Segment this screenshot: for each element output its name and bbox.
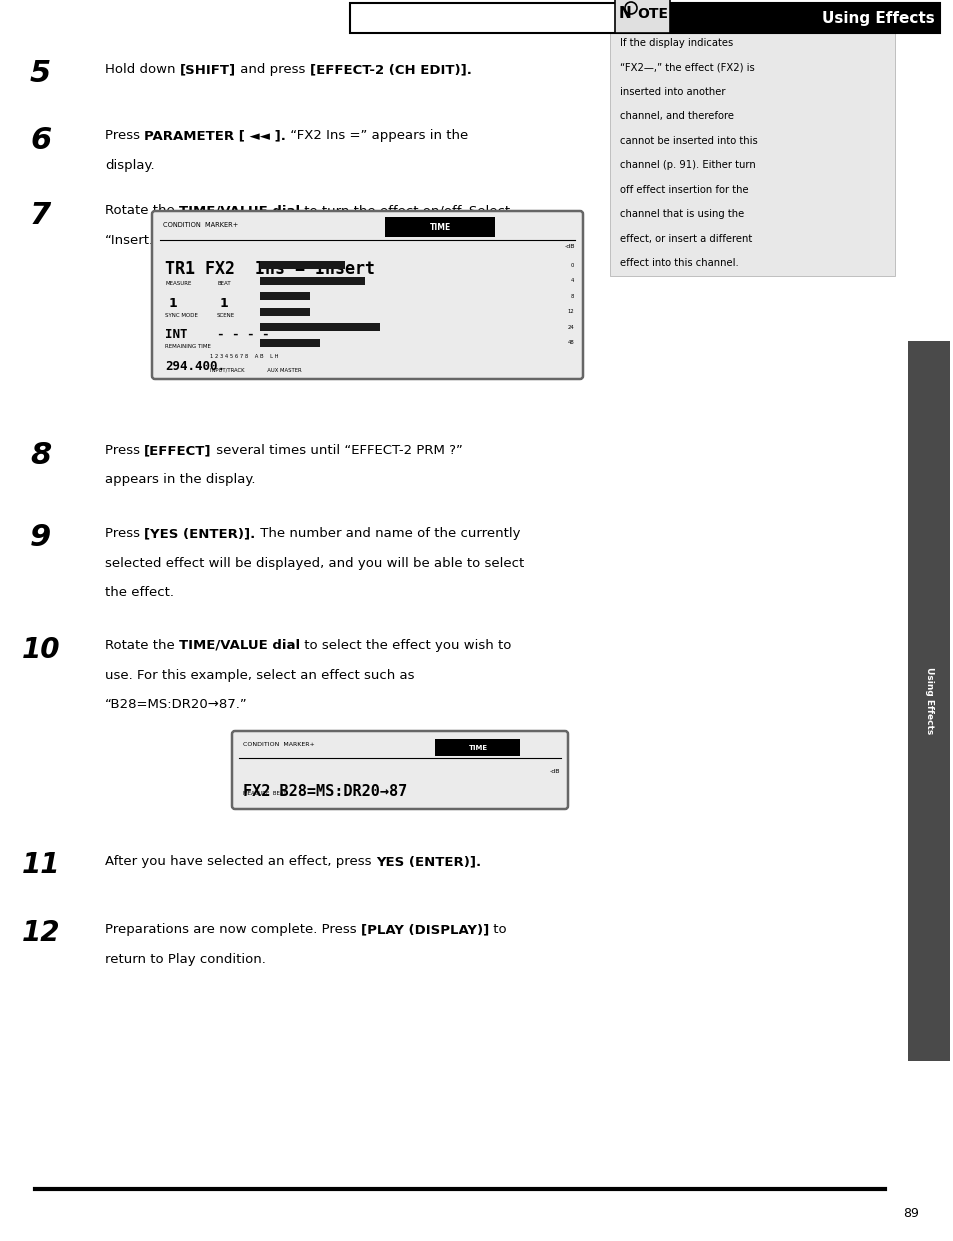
Text: Press: Press	[105, 527, 144, 540]
Text: display.: display.	[105, 159, 154, 171]
Text: 48: 48	[567, 340, 574, 345]
Text: TIME/VALUE dial: TIME/VALUE dial	[179, 639, 300, 652]
Text: [PLAY (DISPLAY)]: [PLAY (DISPLAY)]	[360, 923, 489, 936]
Text: MEASURE  BEAT: MEASURE BEAT	[243, 791, 286, 795]
Text: Rotate the: Rotate the	[105, 639, 179, 652]
Bar	[260, 292, 310, 300]
Text: 24: 24	[567, 324, 574, 330]
Text: TIME: TIME	[429, 222, 450, 232]
Text: YES (ENTER)].: YES (ENTER)].	[375, 855, 480, 867]
Text: OTE: OTE	[637, 7, 667, 21]
Text: Preparations are now complete. Press: Preparations are now complete. Press	[105, 923, 360, 936]
Text: 6: 6	[30, 127, 51, 155]
Text: 7: 7	[30, 201, 51, 230]
Text: 0: 0	[570, 263, 574, 268]
Text: 11: 11	[22, 851, 60, 879]
Text: to select the effect you wish to: to select the effect you wish to	[300, 639, 511, 652]
Text: Press: Press	[105, 129, 144, 141]
Text: 1 2 3 4 5 6 7 8    A B    L H: 1 2 3 4 5 6 7 8 A B L H	[210, 354, 278, 359]
Bar	[649, 2, 939, 34]
Text: - - - -: - - - -	[216, 328, 269, 341]
Text: and press: and press	[235, 63, 309, 76]
FancyBboxPatch shape	[232, 731, 567, 809]
Bar	[350, 2, 939, 34]
Text: [EFFECT]: [EFFECT]	[144, 444, 212, 457]
FancyBboxPatch shape	[152, 211, 582, 379]
Text: BEAT: BEAT	[216, 280, 231, 285]
Text: SCENE: SCENE	[216, 313, 234, 318]
Text: The number and name of the currently: The number and name of the currently	[255, 527, 519, 540]
Text: 294.400.: 294.400.	[165, 360, 225, 374]
Text: If the display indicates: If the display indicates	[619, 38, 733, 48]
Text: “B28=MS:DR20→87.”: “B28=MS:DR20→87.”	[105, 697, 248, 711]
Text: Hold down: Hold down	[105, 63, 179, 76]
Text: TIME/VALUE dial: TIME/VALUE dial	[179, 204, 300, 217]
Text: Using Effects: Using Effects	[821, 10, 934, 26]
Text: to turn the effect on/off. Select: to turn the effect on/off. Select	[300, 204, 510, 217]
Text: the effect.: the effect.	[105, 586, 173, 599]
Text: After you have selected an effect, press: After you have selected an effect, press	[105, 855, 375, 867]
Text: return to Play condition.: return to Play condition.	[105, 953, 266, 965]
Text: [SHIFT]: [SHIFT]	[179, 63, 235, 76]
Text: selected effect will be displayed, and you will be able to select: selected effect will be displayed, and y…	[105, 556, 524, 570]
Text: MEASURE: MEASURE	[165, 280, 192, 285]
Text: 4: 4	[570, 278, 574, 283]
Text: off effect insertion for the: off effect insertion for the	[619, 185, 748, 195]
Text: 1: 1	[220, 297, 229, 310]
Text: 5: 5	[30, 60, 51, 88]
Text: INT: INT	[165, 328, 188, 341]
Text: channel (p. 91). Either turn: channel (p. 91). Either turn	[619, 160, 755, 170]
Text: “FX2—,” the effect (FX2) is: “FX2—,” the effect (FX2) is	[619, 62, 754, 72]
Bar	[260, 308, 310, 315]
Text: CONDITION  MARKER+: CONDITION MARKER+	[243, 742, 314, 747]
Text: Press: Press	[105, 444, 144, 457]
Text: 8: 8	[570, 294, 574, 299]
Text: use. For this example, select an effect such as: use. For this example, select an effect …	[105, 669, 414, 681]
Text: to: to	[489, 923, 506, 936]
Text: several times until “EFFECT-2 PRM ?”: several times until “EFFECT-2 PRM ?”	[212, 444, 462, 457]
Text: 8: 8	[30, 441, 51, 470]
Text: 12: 12	[22, 920, 60, 947]
Text: Using Effects: Using Effects	[923, 668, 933, 735]
Text: appears in the display.: appears in the display.	[105, 474, 255, 486]
Text: “Insert.”: “Insert.”	[105, 233, 161, 247]
Text: SYNC MODE: SYNC MODE	[165, 313, 197, 318]
Text: effect into this channel.: effect into this channel.	[619, 258, 738, 268]
Text: -dB: -dB	[549, 769, 559, 774]
Text: 10: 10	[22, 635, 60, 664]
Text: Rotate the: Rotate the	[105, 204, 179, 217]
Text: FX2 B28=MS:DR20→87: FX2 B28=MS:DR20→87	[243, 784, 407, 799]
Bar	[435, 738, 519, 756]
Text: inserted into another: inserted into another	[619, 87, 724, 97]
Text: 12: 12	[567, 309, 574, 314]
Text: 89: 89	[902, 1207, 918, 1220]
Text: 1: 1	[169, 297, 177, 310]
Text: TR1 FX2  Ins = Insert: TR1 FX2 Ins = Insert	[165, 261, 375, 278]
Text: [YES (ENTER)].: [YES (ENTER)].	[144, 527, 255, 540]
Bar	[260, 323, 379, 331]
Text: PARAMETER [ ◄◄ ].: PARAMETER [ ◄◄ ].	[144, 129, 286, 141]
Text: CONDITION  MARKER+: CONDITION MARKER+	[163, 222, 238, 228]
Bar	[385, 217, 495, 237]
Text: channel that is using the: channel that is using the	[619, 210, 743, 220]
Bar	[609, 19, 894, 276]
Text: effect, or insert a different: effect, or insert a different	[619, 235, 752, 244]
Text: channel, and therefore: channel, and therefore	[619, 112, 733, 122]
Text: cannot be inserted into this: cannot be inserted into this	[619, 137, 757, 146]
Text: 9: 9	[30, 522, 51, 552]
Text: N: N	[618, 6, 631, 21]
Text: TIME: TIME	[468, 745, 487, 751]
Text: -dB: -dB	[564, 244, 575, 249]
Bar	[260, 261, 345, 269]
Bar	[260, 339, 319, 346]
Text: REMAINING TIME: REMAINING TIME	[165, 344, 211, 349]
Bar	[615, 0, 669, 34]
Text: “FX2 Ins =” appears in the: “FX2 Ins =” appears in the	[286, 129, 468, 141]
Text: [EFFECT-2 (CH EDIT)].: [EFFECT-2 (CH EDIT)].	[309, 63, 471, 76]
Text: INPUT/TRACK              AUX MASTER: INPUT/TRACK AUX MASTER	[210, 369, 301, 374]
Bar	[260, 277, 365, 284]
Bar	[907, 341, 949, 1061]
